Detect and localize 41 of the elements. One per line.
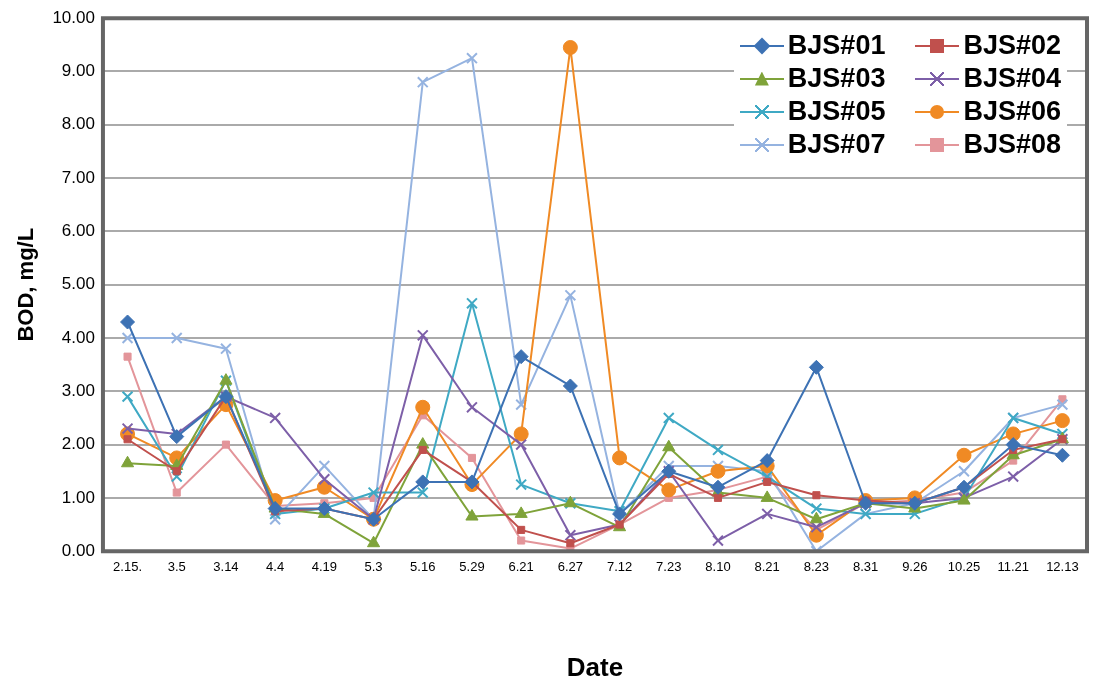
x-tick-label: 3.5 [167, 558, 186, 574]
legend-label: BJS#07 [787, 129, 886, 160]
y-tick-label: 5.00 [61, 274, 95, 294]
x-tick-label: 5.29 [459, 558, 485, 574]
y-tick-label: 3.00 [61, 380, 95, 400]
y-tick-label: 4.00 [61, 327, 95, 347]
x-tick-label: 6.27 [557, 558, 584, 574]
x-tick-label: 12.13 [1046, 558, 1079, 574]
x-tick-label: 3.14 [213, 558, 239, 574]
legend-label: BJS#03 [787, 63, 886, 94]
y-tick-label: 2.00 [61, 434, 95, 454]
y-tick-label: 8.00 [61, 114, 95, 134]
legend-label: BJS#01 [787, 30, 886, 61]
y-tick-label: 6.00 [61, 221, 95, 241]
legend-label: BJS#02 [963, 30, 1061, 61]
x-tick-label: 2.15. [113, 558, 142, 574]
x-tick-label: 8.31 [852, 558, 879, 574]
x-tick-label: 8.10 [705, 558, 731, 574]
x-tick-label: 7.23 [656, 558, 682, 574]
legend-label: BJS#05 [787, 96, 886, 127]
x-tick-label: 9.26 [902, 558, 928, 574]
y-tick-label: 9.00 [61, 61, 95, 81]
legend-label: BJS#08 [963, 129, 1061, 160]
y-tick-label: 1.00 [61, 487, 95, 507]
x-tick-label: 11.21 [997, 558, 1029, 574]
y-tick-label: 0.00 [61, 540, 95, 560]
x-tick-label: 10.25 [947, 558, 981, 574]
x-tick-label: 5.16 [410, 558, 436, 574]
x-tick-label: 5.3 [364, 558, 383, 574]
x-axis-title: Date [566, 651, 624, 682]
legend-label: BJS#06 [963, 96, 1061, 127]
x-tick-label: 7.12 [606, 558, 633, 574]
y-tick-label: 10.00 [52, 7, 95, 27]
legend-label: BJS#04 [963, 63, 1061, 94]
x-tick-label: 8.21 [754, 558, 780, 574]
x-tick-label: 8.23 [803, 558, 830, 574]
x-tick-label: 4.4 [266, 558, 285, 574]
y-axis-title: BOD, mg/L [13, 227, 39, 342]
x-tick-label: 6.21 [508, 558, 534, 574]
x-tick-label: 4.19 [311, 558, 338, 574]
y-tick-label: 7.00 [61, 167, 95, 187]
